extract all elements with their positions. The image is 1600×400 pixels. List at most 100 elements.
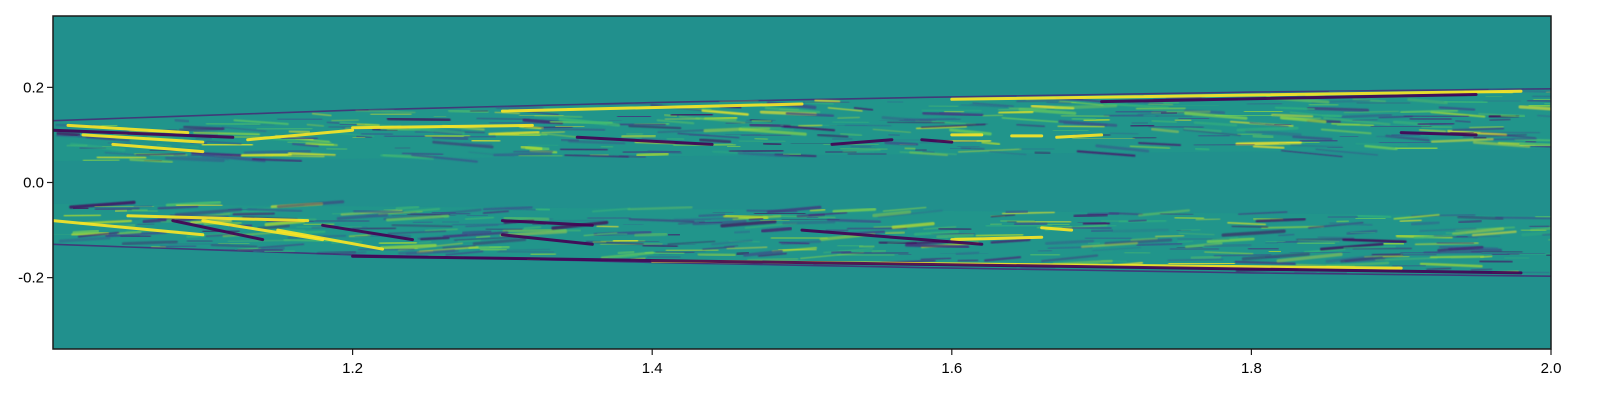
texture-streak (520, 145, 543, 151)
texture-streak (1193, 121, 1238, 127)
texture-streak (454, 236, 517, 241)
texture-streak (560, 138, 580, 143)
texture-streak (803, 100, 850, 104)
texture-streak (887, 121, 945, 124)
texture-streak (617, 250, 635, 255)
x-tick-label: 1.2 (342, 360, 363, 377)
texture-streak (816, 133, 849, 138)
texture-streak (1001, 117, 1059, 123)
texture-streak (1130, 124, 1155, 128)
texture-streak (1519, 142, 1551, 147)
heatmap-streak-lower-16 (53, 219, 205, 237)
texture-streak (1289, 111, 1323, 117)
texture-streak (205, 122, 261, 126)
texture-streak (1132, 136, 1157, 139)
texture-streak (401, 152, 444, 156)
texture-streak (499, 248, 551, 252)
texture-streak (1471, 230, 1517, 237)
heatmap-streak-upper-1 (81, 133, 205, 144)
texture-streak (1356, 214, 1392, 219)
texture-streak (733, 230, 751, 235)
texture-streak (1331, 122, 1375, 127)
heatmap-streak-upper-13 (920, 138, 954, 144)
texture-streak (558, 117, 621, 127)
texture-streak (698, 213, 726, 218)
texture-streak (120, 234, 151, 238)
texture-streak (1470, 268, 1493, 271)
texture-streak (1130, 237, 1158, 242)
texture-streak (541, 127, 606, 131)
texture-streak (870, 249, 887, 254)
texture-streak (137, 223, 155, 226)
texture-streak (1521, 231, 1551, 237)
texture-streak (778, 241, 810, 245)
texture-streak (71, 231, 110, 237)
texture-streak (1271, 113, 1314, 118)
texture-streak (482, 206, 533, 211)
texture-streak (240, 152, 292, 158)
texture-streak (982, 114, 1004, 117)
texture-streak (265, 138, 299, 142)
texture-streak (482, 210, 510, 215)
texture-streak (1437, 245, 1484, 252)
texture-streak (424, 228, 458, 232)
texture-streak (723, 244, 739, 248)
texture-streak (489, 121, 555, 125)
texture-streak (288, 129, 311, 134)
texture-streak (370, 112, 412, 117)
plot-area (53, 16, 1551, 349)
texture-streak (826, 218, 881, 224)
texture-streak (920, 257, 952, 261)
texture-streak (1058, 119, 1118, 127)
texture-streak (1004, 209, 1029, 215)
texture-streak (1315, 148, 1379, 156)
texture-streak (678, 115, 746, 124)
texture-streak (523, 225, 542, 230)
texture-streak (174, 118, 190, 123)
texture-streak (1433, 235, 1478, 239)
texture-streak (1159, 213, 1194, 216)
texture-streak (1401, 253, 1437, 257)
texture-streak (205, 233, 236, 238)
texture-streak (236, 248, 284, 252)
heatmap-streak-upper-3 (246, 128, 355, 142)
heatmap-background (53, 16, 1551, 349)
texture-streak (180, 145, 200, 148)
texture-streak (670, 113, 713, 117)
texture-streak (104, 152, 150, 157)
texture-streak (738, 140, 786, 142)
texture-streak (1246, 102, 1283, 106)
texture-streak (1206, 237, 1255, 244)
x-tick-label: 1.8 (1241, 360, 1262, 377)
texture-streak (1136, 242, 1183, 247)
texture-streak (1342, 238, 1407, 243)
texture-streak (1436, 241, 1475, 245)
texture-streak (882, 206, 927, 212)
texture-streak (1174, 216, 1205, 220)
texture-streak (647, 149, 683, 155)
texture-streak (915, 125, 968, 130)
texture-streak (1138, 142, 1182, 147)
texture-streak (85, 136, 130, 142)
texture-streak (797, 124, 823, 127)
texture-streak (1407, 97, 1448, 105)
texture-streak (1391, 133, 1421, 137)
texture-streak (82, 158, 120, 162)
texture-streak (761, 226, 793, 233)
texture-streak (221, 126, 267, 133)
texture-streak (1458, 219, 1482, 224)
texture-streak (549, 219, 605, 223)
texture-streak (1478, 113, 1516, 117)
texture-streak (825, 228, 849, 233)
texture-streak (735, 251, 750, 256)
texture-streak (1340, 109, 1364, 113)
texture-streak (1352, 246, 1412, 251)
texture-streak (1244, 129, 1302, 137)
texture-streak (1364, 144, 1398, 151)
texture-streak (998, 110, 1034, 115)
texture-streak (783, 125, 836, 132)
texture-streak (1430, 111, 1486, 118)
texture-streak (411, 153, 478, 163)
texture-streak (1071, 117, 1097, 121)
